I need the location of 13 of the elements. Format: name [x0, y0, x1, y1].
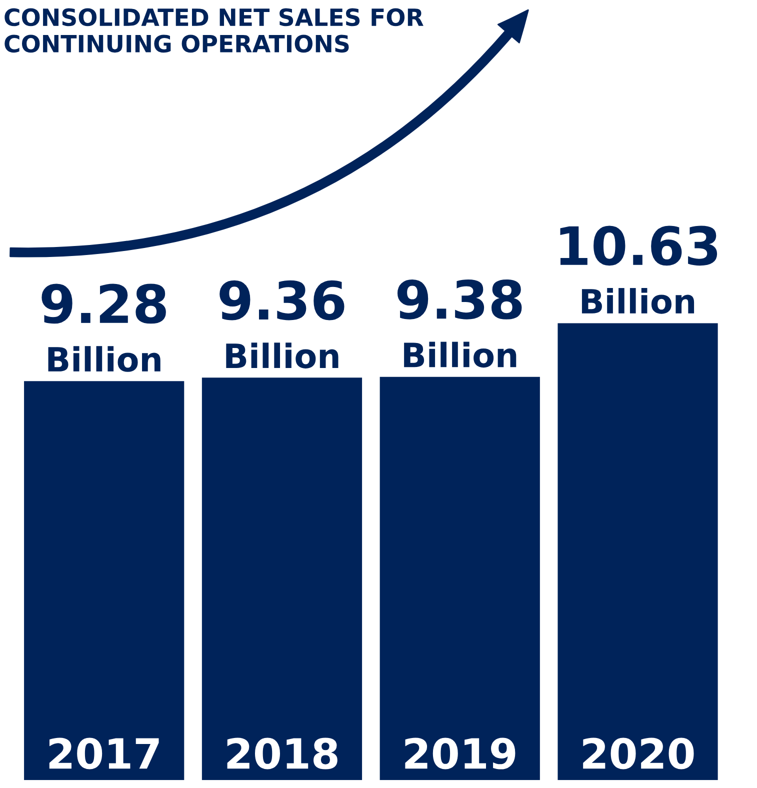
bar	[558, 323, 718, 780]
x-tick-label: 2018	[227, 738, 338, 770]
bar	[24, 381, 184, 780]
data-label: 9.38 Billion	[398, 279, 522, 368]
bar	[202, 378, 362, 780]
x-tick-label: 2020	[583, 738, 694, 770]
data-label: 9.28 Billion	[42, 284, 166, 372]
chart-title: CONSOLIDATED NET SALES FOR CONTINUING OPERATIONS	[4, 8, 424, 53]
x-tick-label: 2019	[405, 738, 516, 770]
x-tick-label: 2017	[49, 738, 159, 770]
data-label: 10.63 Billion	[560, 226, 718, 314]
bar	[380, 376, 540, 780]
data-label: 9.36 Billion	[220, 280, 344, 368]
